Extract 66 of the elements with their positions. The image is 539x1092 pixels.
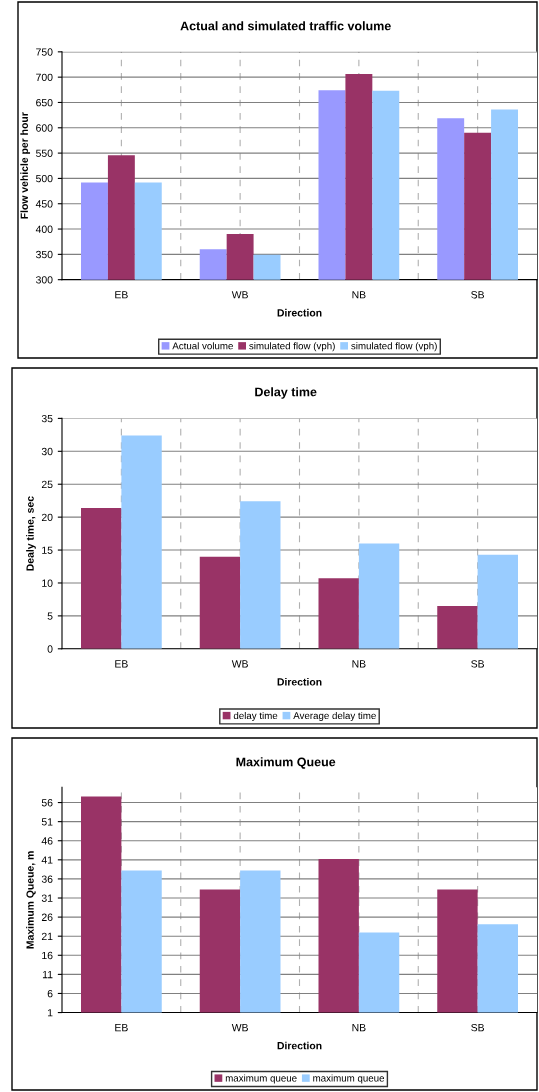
y-tick-label: 30 — [41, 447, 53, 456]
bar — [81, 507, 122, 649]
x-tick-label: EB — [115, 660, 128, 668]
legend-label: maximum queue — [225, 1074, 297, 1084]
chart-title: Delay time — [255, 387, 317, 399]
bar — [199, 556, 241, 649]
y-axis-title: Maximum Queue, m — [26, 851, 36, 949]
legend-label: maximum queue — [313, 1074, 385, 1084]
y-tick-label: 36 — [41, 875, 53, 883]
x-tick-label: EB — [115, 291, 128, 299]
y-tick-label: 5 — [47, 612, 53, 620]
y-tick-label: 750 — [36, 48, 53, 56]
y-tick-label: 500 — [36, 174, 53, 183]
x-tick-label: EB — [115, 1024, 128, 1032]
y-tick-label: 1 — [47, 1009, 53, 1017]
x-axis-title: Direction — [277, 308, 322, 317]
y-tick-label: 35 — [41, 414, 53, 423]
bar — [121, 435, 162, 649]
legend-label: simulated flow (vph) — [249, 342, 335, 352]
y-tick-label: 350 — [35, 250, 53, 259]
chart-title: Maximum Queue — [236, 757, 336, 769]
y-axis-title: Dealy time, sec — [26, 496, 36, 571]
y-tick-label: 10 — [42, 579, 53, 587]
y-tick-label: 6 — [47, 989, 53, 998]
y-tick-label: 400 — [35, 225, 53, 233]
legend-label: Actual volume — [172, 342, 233, 350]
y-tick-label: 300 — [35, 276, 53, 284]
x-tick-label: NB — [352, 291, 366, 299]
bar — [240, 501, 281, 649]
y-tick-label: 700 — [36, 73, 53, 82]
bar — [477, 554, 518, 649]
x-tick-label: WB — [231, 291, 248, 299]
x-axis-title: Direction — [277, 677, 322, 686]
bar — [437, 606, 478, 649]
y-tick-label: 26 — [41, 913, 53, 921]
x-axis-title: Direction — [277, 1041, 322, 1050]
y-tick-label: 0 — [47, 645, 53, 653]
legend-label: delay time — [233, 711, 278, 721]
y-tick-label: 20 — [41, 513, 53, 522]
legend-label: Average delay time — [293, 711, 376, 721]
x-tick-label: SB — [471, 660, 485, 668]
y-tick-label: 56 — [41, 799, 53, 807]
y-tick-label: 16 — [42, 951, 53, 960]
x-tick-label: WB — [231, 660, 248, 668]
y-tick-label: 450 — [35, 200, 53, 208]
chart-title: Actual and simulated traffic volume — [180, 21, 391, 31]
y-tick-label: 650 — [36, 98, 53, 107]
legend-label: simulated flow (vph) — [351, 342, 437, 352]
y-tick-label: 11 — [42, 970, 53, 979]
y-tick-label: 31 — [41, 894, 53, 902]
x-tick-label: WB — [231, 1024, 248, 1032]
y-tick-label: 600 — [36, 124, 53, 132]
x-tick-label: SB — [471, 1023, 485, 1032]
y-tick-label: 41 — [41, 856, 53, 864]
bar — [318, 578, 359, 649]
y-tick-label: 46 — [41, 837, 53, 845]
y-tick-label: 15 — [42, 546, 53, 554]
y-tick-label: 550 — [36, 149, 53, 157]
y-tick-label: 25 — [41, 480, 53, 489]
x-tick-label: NB — [352, 660, 366, 668]
y-axis-title: Flow vehicle per hour — [20, 112, 31, 219]
x-tick-label: SB — [471, 291, 485, 299]
y-tick-label: 21 — [41, 932, 53, 940]
bar — [358, 543, 400, 649]
y-tick-label: 51 — [41, 818, 53, 826]
x-tick-label: NB — [352, 1024, 366, 1032]
